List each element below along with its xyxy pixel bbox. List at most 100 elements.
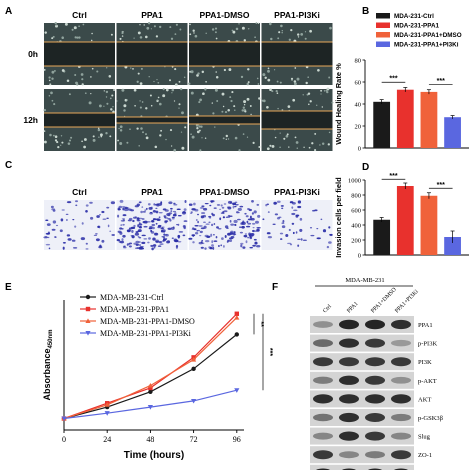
stained-cell [127, 243, 131, 246]
stained-cell [122, 223, 125, 226]
cell-speck [296, 147, 299, 150]
cell-speck [307, 76, 310, 78]
cell-speck [180, 87, 183, 91]
cell-speck [83, 138, 87, 141]
cell-speck [92, 135, 95, 138]
significance-mark: *** [389, 173, 397, 180]
stained-cell [122, 214, 127, 217]
lane-label: PPA1+PI3Ki [394, 289, 420, 315]
y-tick-label: 1000 [348, 178, 361, 185]
cell-speck [271, 144, 275, 148]
stained-cell [178, 231, 184, 233]
cell-speck [97, 128, 101, 132]
cell-speck [76, 83, 79, 86]
stained-cell [200, 246, 204, 249]
y-tick-label: 800 [351, 193, 361, 200]
stained-cell [59, 229, 63, 233]
blot-band [391, 357, 411, 367]
stained-cell [256, 228, 260, 232]
data-point [104, 402, 110, 407]
stained-cell [167, 218, 171, 220]
cell-speck [68, 93, 71, 96]
panel-a-column-label: Ctrl [72, 10, 87, 20]
cell-speck [99, 133, 103, 137]
stained-cell [281, 207, 284, 210]
stained-cell [134, 232, 140, 236]
stained-cell [205, 223, 210, 225]
cell-speck [328, 131, 331, 134]
cell-speck [109, 135, 112, 138]
stained-cell [224, 235, 227, 238]
cell-speck [320, 93, 322, 95]
panel-label-e: E [5, 282, 12, 293]
stained-cell [228, 239, 233, 243]
cell-speck [200, 125, 203, 128]
cell-speck [108, 75, 112, 78]
cell-speck [183, 76, 186, 78]
cell-speck [295, 141, 299, 144]
panel-c-column-label: PPA1 [141, 187, 163, 197]
stained-cell [295, 214, 300, 217]
stained-cell [252, 244, 256, 247]
stained-cell [274, 213, 279, 216]
stained-cell [149, 225, 153, 229]
cell-speck [90, 93, 92, 95]
cell-speck [43, 130, 46, 132]
cell-speck [60, 135, 63, 137]
stained-cell [213, 233, 215, 236]
y-tick-label: 400 [351, 223, 361, 230]
cell-speck [331, 101, 334, 104]
cell-speck [136, 127, 139, 130]
stained-cell [54, 236, 57, 238]
cell-speck [293, 80, 297, 83]
blot-band [391, 450, 411, 460]
cell-speck [288, 146, 290, 148]
panel-label-a: A [5, 6, 12, 17]
stained-cell [208, 221, 211, 224]
legend-marker [85, 306, 91, 312]
stained-cell [173, 203, 178, 206]
cell-speck [158, 102, 162, 106]
stained-cell [167, 240, 170, 243]
cell-speck [262, 73, 266, 77]
stained-cell [138, 237, 142, 239]
wound-gap [261, 111, 333, 129]
stained-cell [117, 230, 122, 234]
cell-speck [274, 136, 277, 139]
lane-label: PPA1 [346, 301, 360, 315]
stained-cell [274, 202, 278, 204]
stained-cell [240, 242, 244, 245]
blot-band [365, 319, 385, 330]
stained-cell [124, 208, 129, 212]
stained-cell [144, 209, 147, 211]
cell-speck [174, 33, 177, 36]
legend-swatch [376, 13, 390, 19]
stained-cell [251, 212, 254, 215]
cell-speck [277, 37, 280, 40]
cell-speck [70, 136, 73, 139]
stained-cell [242, 220, 245, 224]
stained-cell [141, 206, 144, 208]
stained-cell [137, 236, 140, 238]
stained-cell [121, 206, 126, 208]
cell-speck [294, 136, 297, 139]
stained-cell [195, 219, 198, 221]
cell-speck [214, 88, 218, 92]
cell-speck [229, 96, 232, 99]
series-line [63, 389, 237, 420]
stained-cell [226, 206, 231, 208]
data-point [147, 405, 153, 410]
stained-cell [220, 204, 223, 207]
cell-speck [76, 36, 79, 39]
cell-speck [304, 31, 307, 33]
cell-speck [165, 138, 167, 141]
panel-a-column-label: PPA1-DMSO [200, 10, 250, 20]
panel-c-column-label: PPA1-DMSO [200, 187, 250, 197]
proliferation-line-chart: 0 24 48 72 96 Time (hours) Absorbance450nm MDA-… [42, 293, 273, 461]
cell-speck [327, 143, 330, 146]
cell-speck [106, 102, 109, 105]
stained-cell [98, 245, 103, 249]
cell-speck [48, 79, 51, 82]
stained-cell [278, 216, 282, 219]
stained-cell [239, 231, 243, 234]
